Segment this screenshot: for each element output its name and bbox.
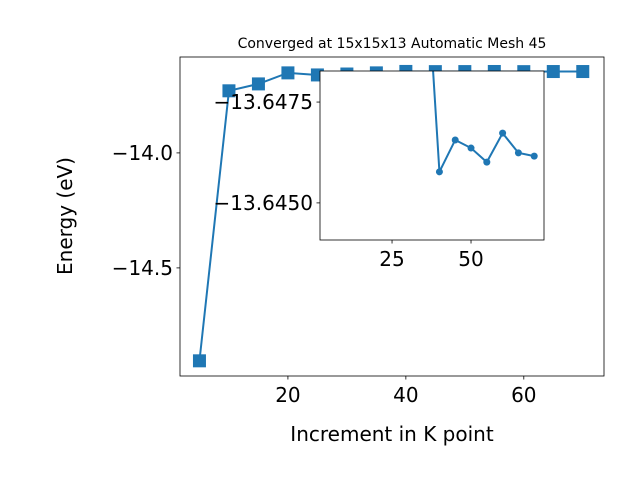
- plot-clip: [432, 71, 538, 176]
- chart-title: Converged at 15x15x13 Automatic Mesh 45: [238, 36, 547, 52]
- marker: [514, 149, 522, 157]
- y-tick-label: −13.6450: [214, 191, 313, 215]
- marker: [192, 354, 206, 368]
- x-tick-label: 60: [511, 383, 536, 407]
- marker: [281, 66, 295, 80]
- x-axis-label: Increment in K point: [290, 422, 494, 446]
- marker: [499, 129, 507, 137]
- marker: [251, 77, 265, 91]
- marker: [546, 65, 560, 79]
- x-tick-label: 20: [275, 383, 300, 407]
- marker: [483, 158, 491, 166]
- x-tick-label: 40: [393, 383, 418, 407]
- y-tick-label: −13.6475: [214, 90, 313, 114]
- axes-frame: [319, 70, 545, 241]
- y-axis-label: Energy (eV): [53, 157, 77, 275]
- axes-frame: [179, 56, 605, 377]
- y-tick-label: −14.0: [112, 141, 173, 165]
- plot-area: [320, 71, 544, 240]
- marker: [435, 168, 443, 176]
- marker: [451, 136, 459, 144]
- marker: [530, 152, 538, 160]
- marker: [222, 84, 236, 98]
- y-tick-label: −14.5: [112, 256, 173, 280]
- marker: [467, 144, 475, 152]
- marker: [576, 65, 590, 79]
- x-tick-label: 50: [458, 247, 483, 271]
- x-tick-label: 25: [379, 247, 404, 271]
- series-line: [432, 71, 535, 176]
